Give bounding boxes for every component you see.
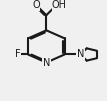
Text: O: O [32, 1, 40, 11]
Text: F: F [15, 49, 21, 59]
Text: OH: OH [52, 1, 67, 11]
Text: N: N [43, 58, 50, 68]
Text: N: N [77, 49, 84, 59]
